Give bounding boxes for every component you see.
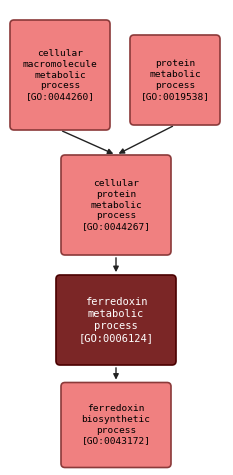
FancyBboxPatch shape	[61, 382, 171, 467]
FancyBboxPatch shape	[61, 155, 171, 255]
Text: protein
metabolic
process
[GO:0019538]: protein metabolic process [GO:0019538]	[140, 59, 209, 101]
Text: cellular
protein
metabolic
process
[GO:0044267]: cellular protein metabolic process [GO:0…	[82, 179, 151, 231]
Text: ferredoxin
biosynthetic
process
[GO:0043172]: ferredoxin biosynthetic process [GO:0043…	[82, 404, 151, 446]
FancyBboxPatch shape	[130, 35, 220, 125]
FancyBboxPatch shape	[56, 275, 176, 365]
Text: cellular
macromolecule
metabolic
process
[GO:0044260]: cellular macromolecule metabolic process…	[23, 49, 97, 101]
Text: ferredoxin
metabolic
process
[GO:0006124]: ferredoxin metabolic process [GO:0006124…	[79, 297, 154, 343]
FancyBboxPatch shape	[10, 20, 110, 130]
